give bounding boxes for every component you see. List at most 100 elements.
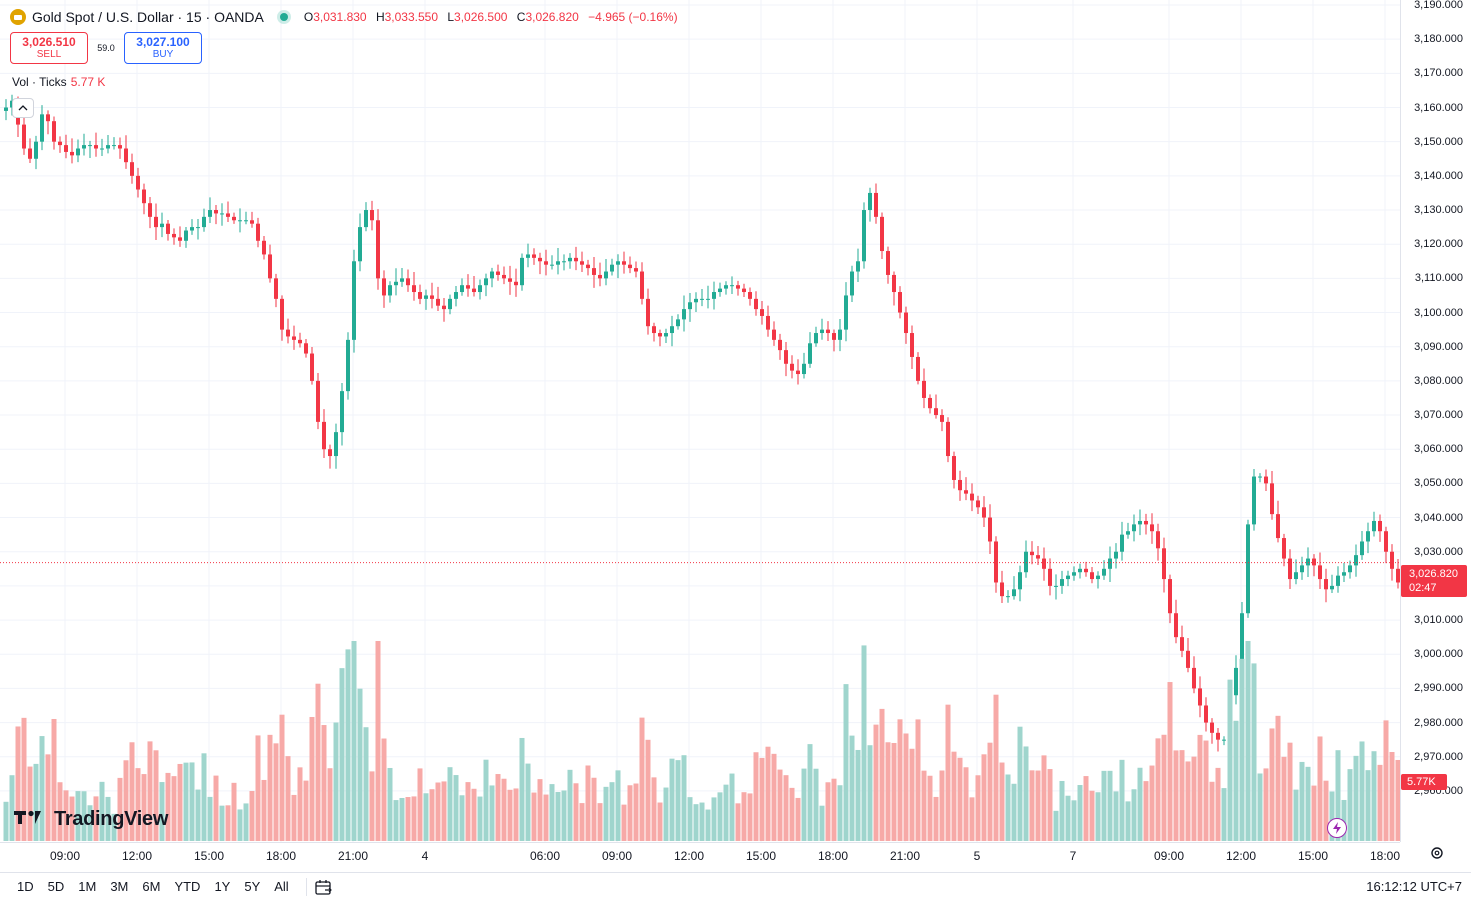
price-tick-label: 3,090.000: [1414, 340, 1463, 353]
range-button-5y[interactable]: 5Y: [244, 879, 261, 894]
candle-body: [370, 210, 374, 221]
clock[interactable]: 16:12:12 UTC+7: [1366, 879, 1462, 894]
candle-body: [1000, 582, 1004, 597]
volume-legend[interactable]: Vol · Ticks 5.77 K: [12, 75, 105, 89]
range-button-1y[interactable]: 1Y: [214, 879, 231, 894]
volume-bar: [213, 775, 219, 841]
candle-body: [136, 175, 140, 190]
bottom-toolbar: 1D 5D 1M 3M 6M YTD 1Y 5Y All 16:12:12 UTC+7: [0, 872, 1471, 901]
candle-body: [1288, 558, 1292, 580]
volume-bar: [1221, 788, 1227, 841]
volume-bar: [237, 809, 243, 841]
tradingview-logo[interactable]: TradingView: [14, 808, 168, 831]
volume-bar: [1053, 810, 1059, 841]
candle-body: [1066, 575, 1070, 580]
volume-bar: [645, 739, 651, 841]
candle-body: [730, 285, 734, 287]
candle-body: [1132, 524, 1136, 532]
volume-bar: [879, 708, 885, 841]
candle-body: [952, 456, 956, 480]
candle-body: [316, 380, 320, 422]
candle-body: [400, 278, 404, 282]
buy-button[interactable]: 3,027.100 BUY: [124, 32, 202, 64]
candle-body: [70, 151, 74, 156]
range-button-all[interactable]: All: [274, 879, 289, 894]
candle-body: [280, 298, 284, 330]
volume-bar: [897, 719, 903, 841]
candle-body: [826, 329, 830, 334]
volume-bar: [987, 742, 993, 841]
time-tick-label: 18:00: [817, 849, 849, 863]
candle-body: [1258, 476, 1262, 478]
candle-body: [46, 114, 50, 122]
candle-body: [1072, 572, 1076, 576]
volume-bar: [687, 797, 693, 841]
volume-bar: [501, 778, 507, 841]
candle-body: [106, 145, 110, 149]
sell-label: SELL: [36, 48, 62, 60]
volume-bar: [201, 753, 207, 841]
volume-bar: [69, 796, 75, 841]
range-button-ytd[interactable]: YTD: [174, 879, 201, 894]
volume-bar: [831, 778, 837, 841]
sell-button[interactable]: 3,026.510 SELL: [10, 32, 88, 64]
symbol-title[interactable]: Gold Spot / U.S. Dollar · 15 · OANDA: [32, 9, 264, 25]
candle-body: [616, 261, 620, 265]
volume-bar: [1185, 761, 1191, 841]
volume-bar: [369, 771, 375, 841]
volume-bar: [27, 766, 33, 841]
volume-bar: [195, 789, 201, 841]
range-button-1d[interactable]: 1D: [17, 879, 34, 894]
volume-bar: [405, 797, 411, 841]
volume-bar: [435, 782, 441, 841]
volume-bar: [225, 805, 231, 841]
range-button-6m[interactable]: 6M: [142, 879, 161, 894]
candle-body: [166, 223, 170, 234]
candle-body: [568, 257, 572, 262]
candle-body: [1396, 568, 1400, 583]
candle-body: [490, 271, 494, 279]
candle-body: [994, 541, 998, 583]
volume-bar: [1167, 682, 1173, 841]
time-axis[interactable]: 09:00 12:00 15:00 18:00 21:00 4 06:00 09:00 12:0…: [0, 842, 1400, 869]
volume-bar: [417, 768, 423, 841]
ohlc-close: 3,026.820: [525, 10, 579, 24]
candle-body: [190, 227, 194, 231]
candle-body: [1354, 555, 1358, 566]
price-chart[interactable]: [0, 0, 1400, 842]
volume-bar: [543, 794, 549, 841]
candle-body: [1348, 565, 1352, 573]
candle-body: [268, 254, 272, 279]
go-to-date-button[interactable]: [315, 879, 333, 895]
chart-area[interactable]: [0, 0, 1400, 842]
volume-bar: [651, 777, 657, 841]
volume-bar: [1281, 756, 1287, 841]
gear-icon: [1431, 847, 1443, 859]
volume-bar: [573, 783, 579, 841]
candle-body: [850, 271, 854, 296]
volume-bar: [291, 794, 297, 841]
volume-bar: [519, 737, 525, 841]
candle-body: [1048, 568, 1052, 586]
time-tick-label: 7: [1069, 849, 1077, 863]
volume-bar: [1389, 752, 1395, 841]
candle-body: [664, 333, 668, 337]
volume-bar: [351, 641, 357, 841]
candle-body: [544, 261, 548, 265]
range-button-3m[interactable]: 3M: [110, 879, 129, 894]
price-axis[interactable]: 3,190.000 3,180.000 3,170.000 3,160.000 3,15…: [1400, 0, 1471, 842]
range-button-1m[interactable]: 1M: [78, 879, 97, 894]
chart-settings-button[interactable]: [1428, 846, 1446, 864]
volume-bar: [207, 796, 213, 841]
candle-body: [1360, 541, 1364, 556]
replay-button[interactable]: [1327, 818, 1347, 838]
volume-bar: [1203, 740, 1209, 841]
price-tick-label: 2,990.000: [1414, 682, 1463, 695]
price-tick-label: 3,000.000: [1414, 648, 1463, 661]
volume-bar: [819, 805, 825, 841]
candle-body: [532, 254, 536, 258]
collapse-legend-button[interactable]: [12, 98, 34, 118]
range-button-5d[interactable]: 5D: [47, 879, 65, 894]
candle-body: [610, 264, 614, 272]
chevron-up-icon: [18, 105, 28, 111]
